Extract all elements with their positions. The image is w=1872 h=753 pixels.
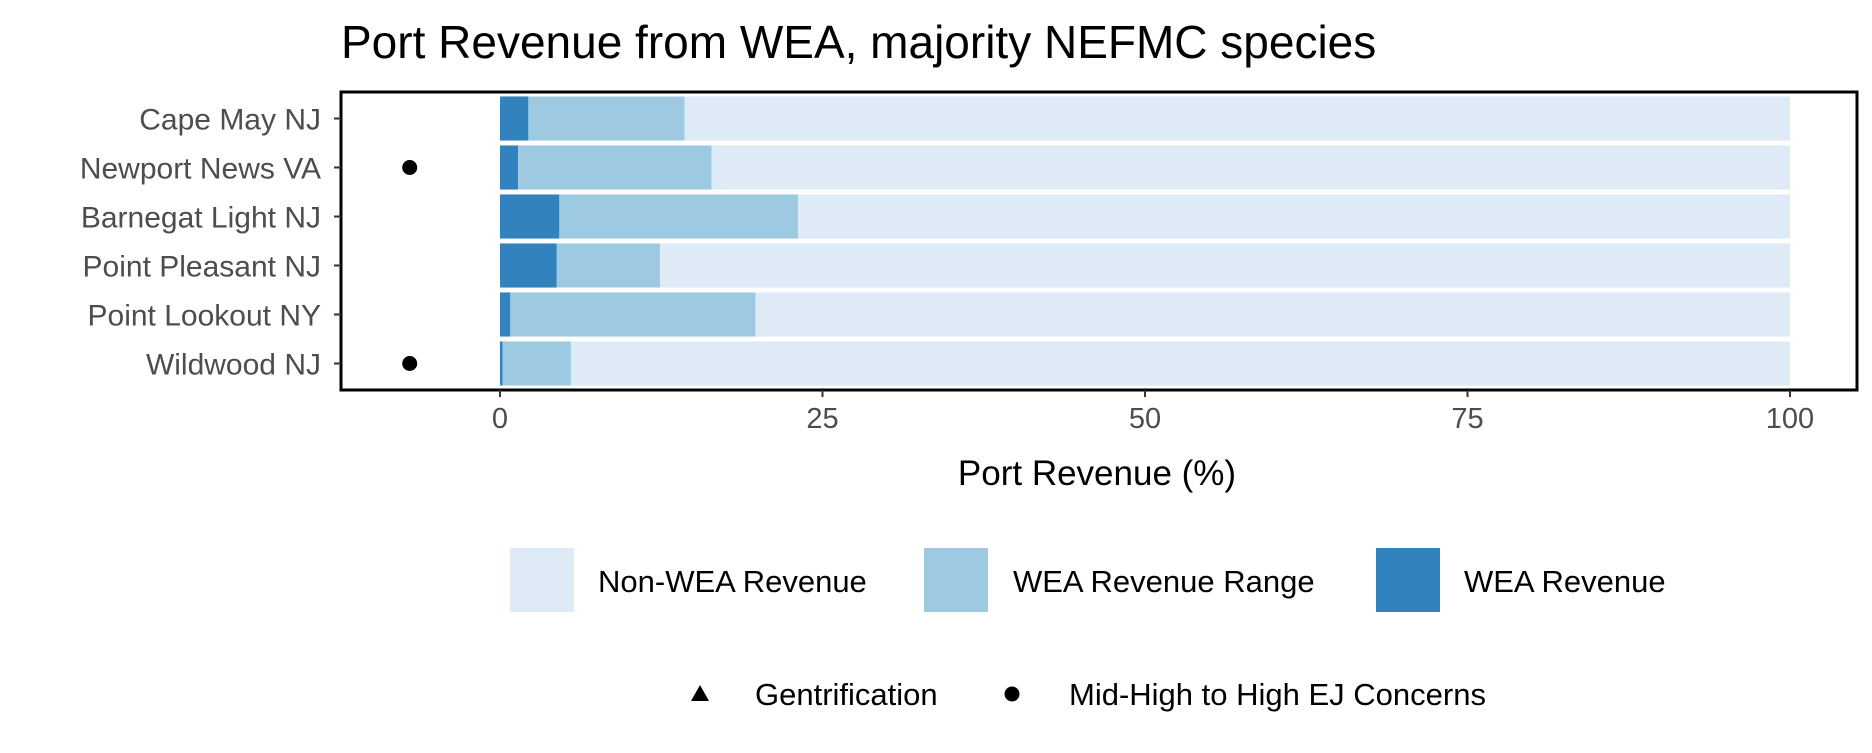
bar-wea-revenue-cape-may-nj <box>500 96 529 141</box>
legend-key-mid-high-to-high-ej-concerns <box>1004 686 1020 702</box>
legend-label-mid-high-to-high-ej-concerns: Mid-High to High EJ Concerns <box>1069 677 1486 712</box>
bar-wea-revenue-range-point-lookout-ny <box>510 292 756 337</box>
x-axis-label: Port Revenue (%) <box>958 454 1236 493</box>
legend-label-gentrification: Gentrification <box>755 677 938 712</box>
legend-key-wea-revenue-range <box>924 548 988 612</box>
legend-key-gentrification <box>691 685 709 701</box>
bar-wea-revenue-wildwood-nj <box>500 341 503 386</box>
bar-wea-revenue-range-wildwood-nj <box>502 341 571 386</box>
bar-non-wea-revenue-barnegat-light-nj <box>797 194 1790 239</box>
bar-wea-revenue-range-barnegat-light-nj <box>559 194 798 239</box>
bar-non-wea-revenue-point-lookout-ny <box>755 292 1791 337</box>
x-axis: 0 25 50 75 100 <box>492 390 1814 435</box>
y-tick-label: Barnegat Light NJ <box>81 202 321 235</box>
legend-key-non-wea-revenue <box>510 548 574 612</box>
bar-wea-revenue-range-newport-news-va <box>518 145 712 190</box>
y-tick-label: Cape May NJ <box>139 104 321 137</box>
bar-non-wea-revenue-cape-may-nj <box>684 96 1790 141</box>
legend-key-wea-revenue <box>1376 548 1440 612</box>
y-tick-label: Newport News VA <box>80 153 321 186</box>
chart-title: Port Revenue from WEA, majority NEFMC sp… <box>341 16 1376 68</box>
x-tick-label: 25 <box>806 403 838 435</box>
bar-wea-revenue-barnegat-light-nj <box>500 194 560 239</box>
legend: Non-WEA Revenue WEA Revenue Range WEA Reve… <box>510 548 1666 712</box>
x-tick-label: 75 <box>1451 403 1483 435</box>
x-tick-label: 50 <box>1129 403 1161 435</box>
bar-wea-revenue-newport-news-va <box>500 145 519 190</box>
bar-wea-revenue-range-cape-may-nj <box>528 96 685 141</box>
marker-ej-newport-news-va <box>402 160 418 175</box>
bar-wea-revenue-range-point-pleasant-nj <box>556 243 660 288</box>
x-tick-label: 100 <box>1766 403 1814 435</box>
legend-label-wea-revenue: WEA Revenue <box>1464 564 1666 599</box>
y-tick-label: Wildwood NJ <box>146 349 321 382</box>
plot-area <box>339 90 1859 392</box>
y-tick-label: Point Pleasant NJ <box>83 251 321 284</box>
bar-non-wea-revenue-point-pleasant-nj <box>659 243 1791 288</box>
bar-non-wea-revenue-newport-news-va <box>711 145 1790 190</box>
bar-wea-revenue-point-lookout-ny <box>500 292 511 337</box>
legend-label-non-wea-revenue: Non-WEA Revenue <box>598 564 867 599</box>
marker-ej-wildwood-nj <box>402 356 418 371</box>
bar-wea-revenue-point-pleasant-nj <box>500 243 557 288</box>
legend-label-wea-revenue-range: WEA Revenue Range <box>1013 564 1315 599</box>
bar-non-wea-revenue-wildwood-nj <box>570 341 1791 386</box>
y-tick-label: Point Lookout NY <box>88 300 321 333</box>
y-axis: Cape May NJ Newport News VA Barnegat Light… <box>80 104 341 382</box>
plot-border <box>339 90 1859 392</box>
x-tick-label: 0 <box>492 403 508 435</box>
